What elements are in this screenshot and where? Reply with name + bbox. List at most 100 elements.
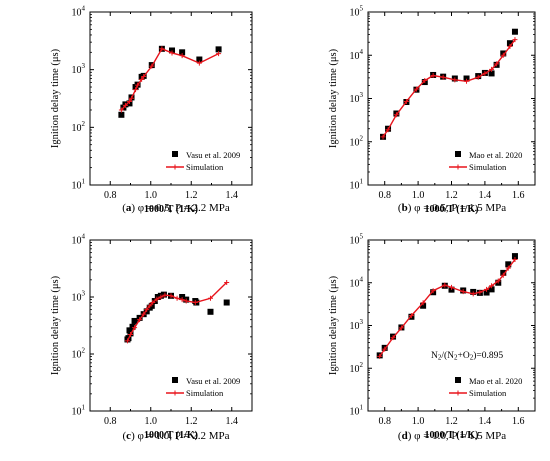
- data-point: [126, 327, 133, 334]
- y-tick-label: 101: [350, 404, 364, 418]
- simulation-point: [390, 335, 396, 341]
- data-point: [488, 70, 495, 77]
- legend-line-marker: [172, 164, 178, 170]
- simulation-point: [500, 52, 506, 58]
- simulation-point: [449, 284, 454, 290]
- data-point: [207, 308, 214, 315]
- simulation-point: [484, 286, 490, 292]
- simulation-point: [192, 300, 198, 306]
- y-tick-label: 104: [72, 233, 86, 247]
- x-axis-label: 1000/T (1/K): [144, 204, 198, 215]
- data-point: [506, 40, 513, 47]
- x-axis-label: 1000/T (1/K): [144, 430, 198, 441]
- simulation-point: [207, 295, 213, 301]
- simulation-point: [393, 112, 399, 118]
- simulation-point: [422, 78, 428, 84]
- simulation-point: [460, 289, 466, 295]
- x-tick-label: 0.8: [104, 416, 117, 427]
- legend-label: Simulation: [186, 388, 224, 398]
- simulation-point: [430, 73, 436, 79]
- simulation-point: [150, 300, 156, 306]
- simulation-point: [133, 87, 139, 93]
- y-tick-label: 105: [350, 5, 364, 19]
- y-tick-label: 103: [350, 318, 364, 332]
- y-tick-label: 102: [72, 120, 86, 134]
- simulation-point: [174, 295, 180, 301]
- legend-label: Vasu et al. 2009: [186, 376, 240, 386]
- data-point: [154, 294, 161, 300]
- simulation-point: [179, 53, 185, 59]
- simulation-point: [430, 288, 436, 294]
- simulation-point: [183, 298, 189, 304]
- data-point: [179, 49, 186, 56]
- data-point: [511, 28, 518, 35]
- x-tick-label: 1.0: [412, 416, 425, 427]
- simulation-point: [440, 74, 446, 80]
- simulation-line: [379, 259, 516, 357]
- y-tick-label: 102: [72, 347, 86, 361]
- simulation-point: [442, 282, 448, 288]
- simulation-point: [126, 99, 132, 105]
- x-tick-label: 0.8: [378, 190, 391, 201]
- legend-label: Mao et al. 2020: [469, 376, 522, 386]
- simulation-point: [196, 60, 202, 66]
- panel-caption: (a) φ = 0.5, P = 2.2 MPa: [122, 202, 230, 214]
- simulation-point: [403, 99, 409, 105]
- simulation-point: [385, 127, 391, 133]
- simulation-point: [147, 303, 153, 309]
- simulation-point: [494, 61, 500, 67]
- x-axis-label: 1000/T (1/K): [425, 204, 479, 215]
- chart-panel-1: 0.8 1.0 1.2 1.4 1.6 101 102 103 104 105 1000/T (1/…: [328, 5, 536, 215]
- x-tick-label: 1.0: [145, 190, 158, 201]
- y-tick-label: 103: [72, 290, 86, 304]
- simulation-point: [224, 279, 230, 285]
- simulation-point: [154, 296, 160, 302]
- x-tick-label: 1.2: [445, 416, 458, 427]
- panel-caption: (c) φ = 1.0, P = 2.2 MPa: [123, 430, 230, 442]
- legend-marker: [455, 151, 461, 157]
- chart-panel-2: 0.8 1.0 1.2 1.4 101 102 103 104 1000/T (1/K) Igni…: [50, 233, 253, 442]
- data-point: [483, 289, 490, 296]
- simulation-point: [470, 291, 476, 297]
- y-tick-label: 102: [350, 134, 364, 148]
- data-point: [223, 299, 230, 306]
- simulation-point: [137, 317, 143, 323]
- legend-line-marker: [172, 390, 178, 396]
- simulation-point: [380, 134, 386, 140]
- x-tick-label: 1.4: [226, 190, 239, 201]
- simulation-point: [475, 74, 481, 80]
- simulation-point: [141, 74, 147, 80]
- simulation-point: [129, 95, 135, 101]
- x-axis-label: 1000/T (1/K): [425, 430, 479, 441]
- simulation-point: [408, 313, 414, 319]
- simulation-point: [452, 77, 458, 83]
- chart-panel-3: 0.8 1.0 1.2 1.4 1.6 101 102 103 104 105 1000/T (1/…: [328, 233, 536, 442]
- x-tick-label: 1.4: [479, 190, 492, 201]
- y-tick-label: 105: [350, 233, 364, 247]
- simulation-point: [158, 294, 164, 300]
- simulation-point: [505, 265, 511, 271]
- x-tick-label: 1.0: [412, 190, 425, 201]
- data-point: [196, 56, 203, 63]
- y-tick-label: 103: [350, 91, 364, 105]
- legend-label: Simulation: [469, 388, 507, 398]
- data-point: [131, 317, 138, 324]
- simulation-point: [413, 86, 419, 92]
- y-tick-label: 104: [350, 275, 364, 289]
- legend-line-marker: [455, 164, 461, 170]
- y-axis-label: Ignition delay time (μs): [50, 275, 61, 375]
- legend-label: Simulation: [186, 162, 224, 172]
- data-point: [118, 111, 125, 118]
- simulation-point: [122, 102, 128, 108]
- simulation-point: [512, 256, 518, 262]
- simulation-line: [382, 39, 516, 138]
- y-axis-label: Ignition delay time (μs): [328, 275, 339, 375]
- simulation-point: [169, 50, 175, 56]
- simulation-point: [118, 107, 124, 113]
- simulation-point: [144, 307, 150, 313]
- legend-line-marker: [455, 390, 461, 396]
- simulation-point: [132, 325, 138, 331]
- y-tick-label: 104: [72, 5, 86, 19]
- legend-marker: [172, 377, 178, 383]
